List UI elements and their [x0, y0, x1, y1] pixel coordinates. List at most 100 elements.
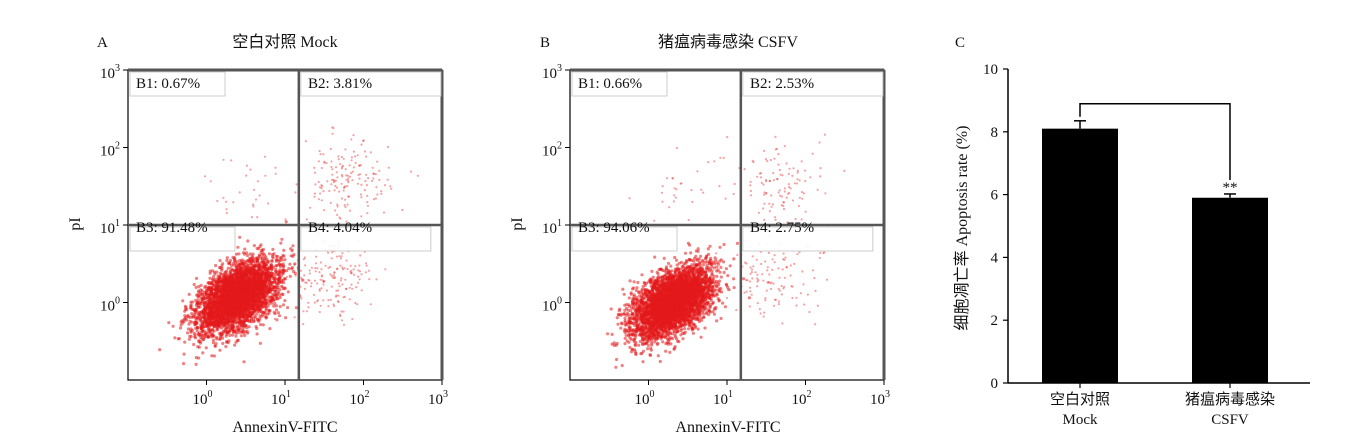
scatter-point-b3 — [223, 288, 227, 292]
scatter-point-b3 — [233, 343, 237, 347]
scatter-point-b3 — [245, 264, 249, 268]
scatter-point-b4 — [314, 262, 318, 265]
scatter-point-b3 — [291, 244, 295, 248]
scatter-point-b4 — [334, 295, 338, 298]
scatter-point-b4 — [336, 300, 340, 303]
scatter-point-b3 — [266, 312, 270, 316]
scatter-point-b2 — [380, 190, 383, 193]
y-tick-exponent: 3 — [115, 63, 120, 74]
scatter-point-b2 — [354, 161, 357, 164]
scatter-point-b3 — [206, 308, 210, 312]
scatter-point-b2 — [365, 184, 368, 187]
scatter-point-b3 — [276, 283, 280, 287]
scatter-point-b2 — [321, 185, 324, 188]
scatter-point-b1 — [232, 201, 235, 204]
scatter-point-b3 — [621, 287, 625, 291]
scatter-point-b1 — [216, 199, 219, 203]
scatter-point-b2 — [348, 209, 352, 212]
scatter-point-b3 — [249, 265, 253, 270]
scatter-point-b3 — [233, 313, 237, 317]
scatter-point-b1 — [284, 218, 287, 221]
y-tick-label: 102 — [100, 141, 120, 160]
scatter-point-b1 — [254, 198, 258, 201]
scatter-point-b4 — [351, 287, 354, 290]
scatter-point-b1 — [222, 196, 225, 199]
scatter-point-b4 — [308, 279, 311, 282]
scatter-point-b3 — [186, 331, 190, 335]
scatter-point-b2 — [350, 156, 353, 159]
scatter-point-b3 — [265, 315, 269, 319]
scatter-point-b3 — [242, 252, 247, 256]
scatter-point-b3 — [235, 290, 239, 294]
scatter-point-b3 — [201, 296, 205, 300]
scatter-point-b4 — [293, 263, 296, 266]
scatter-point-b3 — [207, 303, 211, 307]
scatter-point-b2 — [358, 164, 361, 167]
scatter-point-b2 — [387, 166, 390, 169]
scatter-point-b2 — [346, 185, 349, 188]
scatter-point-b3 — [193, 315, 197, 319]
scatter-point-b3 — [281, 265, 286, 269]
scatter-point-b3 — [194, 285, 198, 289]
scatter-point-b1 — [238, 191, 241, 194]
scatter-point-b3 — [279, 241, 283, 245]
scatter-point-b3 — [194, 307, 198, 311]
scatter-point-b3 — [277, 314, 282, 318]
scatter-point-b3 — [278, 258, 282, 262]
y-tick-label: 103 — [100, 63, 120, 82]
scatter-point-b3 — [222, 316, 227, 320]
scatter-point-b3 — [189, 300, 193, 304]
scatter-point-b3 — [167, 321, 171, 325]
scatter-point-b3 — [263, 303, 267, 307]
scatter-point-b3 — [214, 335, 219, 340]
scatter-point-b2 — [336, 213, 339, 216]
scatter-point-b3 — [242, 331, 246, 335]
scatter-point-b3 — [218, 258, 222, 263]
scatter-point-b2 — [363, 189, 366, 192]
scatter-point-b2 — [372, 198, 376, 201]
scatter-point-b3 — [269, 264, 273, 268]
scatter-point-b3 — [241, 274, 245, 279]
scatter-point-b3 — [228, 333, 232, 337]
scatter-point-b3 — [213, 293, 217, 297]
scatter-point-b2 — [329, 201, 332, 204]
scatter-point-b3 — [280, 237, 284, 241]
scatter-point-b2 — [360, 143, 363, 146]
scatter-point-b2 — [340, 182, 343, 185]
scatter-point-b3 — [198, 312, 202, 316]
scatter-point-b3 — [228, 327, 232, 331]
scatter-point-b4 — [325, 289, 328, 292]
scatter-point-b4 — [280, 285, 283, 288]
scatter-point-b3 — [270, 259, 274, 263]
scatter-point-b3 — [236, 270, 240, 274]
scatter-point-b4 — [310, 266, 313, 269]
scatter-point-b3 — [196, 293, 200, 297]
scatter-point-b3 — [201, 322, 205, 326]
scatter-point-b2 — [367, 177, 370, 180]
scatter-point-b3 — [285, 269, 289, 273]
scatter-point-b4 — [342, 310, 345, 313]
scatter-point-b3 — [199, 300, 203, 304]
scatter-point-b4 — [333, 271, 336, 274]
scatter-point-b3 — [216, 274, 220, 278]
scatter-point-b4 — [312, 293, 316, 296]
scatter-point-b3 — [221, 262, 225, 266]
scatter-point-b3 — [221, 320, 225, 325]
scatter-point-b3 — [245, 286, 249, 290]
scatter-point-b2 — [332, 127, 335, 130]
scatter-point-b3 — [238, 265, 243, 269]
scatter-point-b2 — [344, 198, 347, 201]
scatter-point-b2 — [342, 189, 345, 192]
scatter-point-b3 — [211, 338, 216, 342]
scatter-point-b4 — [351, 317, 354, 321]
scatter-point-b3 — [260, 248, 264, 252]
scatter-point-b2 — [335, 171, 338, 174]
scatter-point-b3 — [196, 302, 200, 306]
scatter-point-b2 — [356, 154, 359, 157]
scatter-point-b2 — [334, 166, 338, 169]
scatter-point-b3 — [180, 319, 184, 323]
scatter-point-b2 — [330, 160, 333, 163]
scatter-point-b4 — [359, 254, 362, 257]
scatter-point-b3 — [207, 288, 211, 292]
